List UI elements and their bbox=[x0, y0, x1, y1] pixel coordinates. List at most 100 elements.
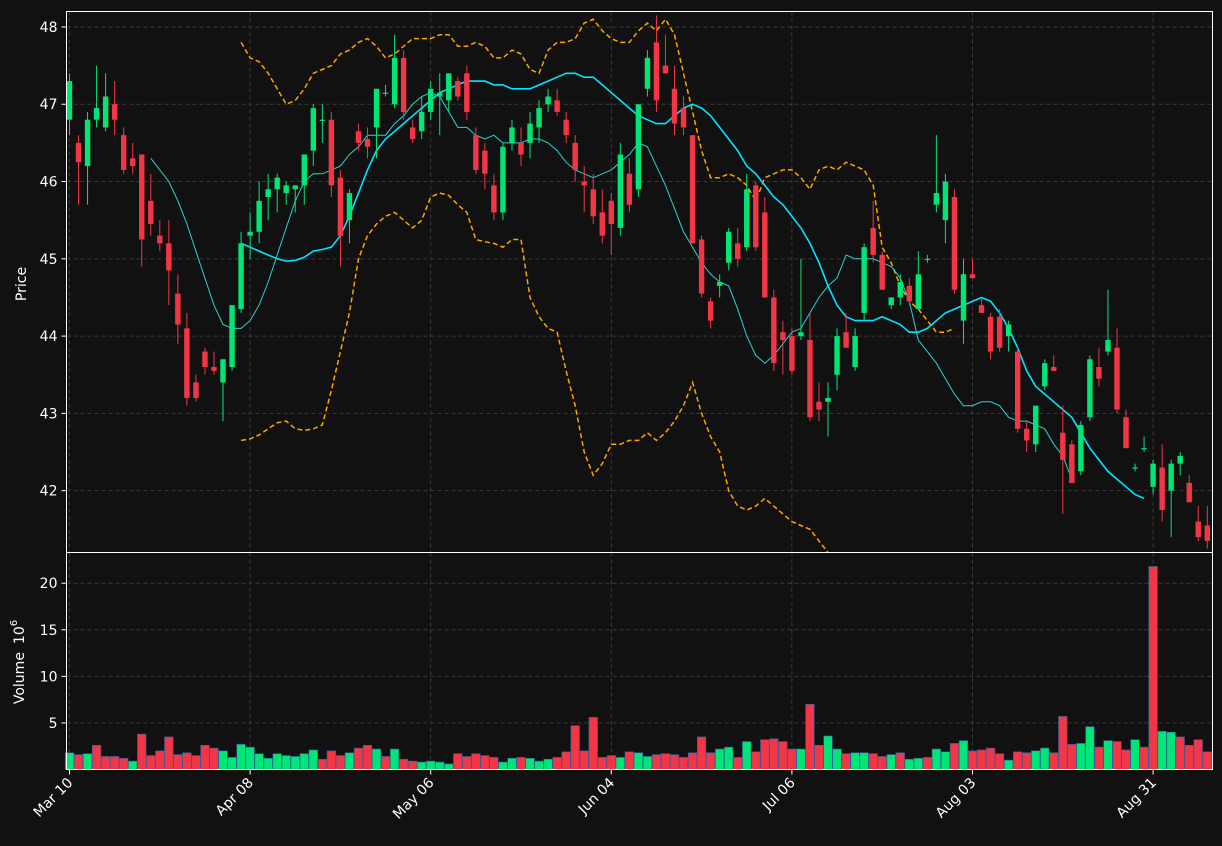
volume-bar bbox=[660, 753, 671, 770]
candle-body bbox=[75, 142, 82, 163]
volume-bar bbox=[146, 755, 156, 770]
volume-bar bbox=[642, 756, 653, 770]
volume-bar bbox=[823, 735, 833, 770]
volume-bar bbox=[913, 758, 923, 770]
candle-body bbox=[671, 88, 678, 124]
candle-body bbox=[554, 100, 560, 112]
candle-body bbox=[409, 127, 416, 140]
volume-bar bbox=[308, 749, 318, 770]
volume-bar bbox=[949, 743, 960, 770]
candle-body bbox=[102, 96, 109, 128]
candle-body bbox=[852, 336, 858, 368]
volume-bar bbox=[182, 752, 192, 770]
candle-body bbox=[238, 243, 244, 310]
candle-body bbox=[843, 332, 849, 348]
candle-body bbox=[1132, 467, 1138, 469]
price-y-axis: 42 43 44 45 46 47 48 bbox=[40, 20, 67, 500]
volume-label-power: 6 bbox=[9, 620, 20, 626]
volume-bar bbox=[1004, 759, 1014, 770]
volume-panel-frame bbox=[66, 552, 1213, 770]
candle-body bbox=[888, 297, 894, 306]
candle-body bbox=[166, 243, 172, 271]
volume-bar bbox=[191, 755, 201, 770]
candle-body bbox=[482, 150, 488, 174]
candle-body bbox=[996, 316, 1003, 348]
volume-bar bbox=[525, 758, 535, 770]
volume-bar bbox=[1112, 741, 1122, 770]
volume-bar bbox=[1040, 747, 1050, 770]
volume-bar bbox=[805, 704, 815, 770]
price-tick-label: 47 bbox=[40, 97, 58, 113]
volume-bar bbox=[1121, 749, 1131, 770]
candle-body bbox=[725, 231, 732, 263]
volume-bar bbox=[1157, 731, 1167, 770]
candle-body bbox=[518, 142, 524, 155]
candlesticks bbox=[66, 15, 1210, 549]
volume-bar bbox=[1022, 752, 1032, 770]
volume-bar bbox=[299, 753, 309, 770]
candle-body bbox=[193, 382, 199, 398]
candle-body bbox=[283, 185, 289, 194]
volume-bar bbox=[1148, 566, 1158, 770]
volume-bar bbox=[254, 753, 264, 770]
candle-body bbox=[229, 305, 235, 368]
price-panel: 42 43 44 45 46 47 48 Price bbox=[14, 11, 1213, 553]
volume-gridlines bbox=[66, 552, 1213, 770]
candle-body bbox=[428, 88, 434, 112]
volume-bar bbox=[218, 750, 228, 770]
volume-bar bbox=[931, 748, 941, 770]
candle-body bbox=[1186, 482, 1192, 503]
volume-bar bbox=[245, 746, 255, 770]
volume-bar bbox=[633, 752, 643, 770]
volume-bar bbox=[290, 756, 300, 770]
volume-bar bbox=[417, 761, 427, 770]
candle-body bbox=[301, 154, 307, 186]
candle-body bbox=[527, 123, 533, 143]
candle-body bbox=[1123, 417, 1129, 449]
volume-bar bbox=[236, 744, 246, 770]
candle-body bbox=[1159, 467, 1165, 510]
volume-bar bbox=[832, 748, 842, 770]
candle-body bbox=[870, 227, 876, 255]
volume-bar bbox=[444, 763, 454, 770]
volume-bar bbox=[976, 749, 987, 770]
candle-body bbox=[111, 104, 118, 120]
volume-bar bbox=[435, 761, 445, 770]
candle-body bbox=[130, 158, 136, 167]
volume-bar bbox=[263, 758, 273, 770]
price-tick-label: 43 bbox=[40, 406, 58, 422]
candle-body bbox=[1168, 463, 1174, 491]
volume-bar bbox=[886, 754, 896, 770]
volume-bar bbox=[119, 758, 129, 770]
candle-body bbox=[373, 88, 380, 128]
candle-body bbox=[861, 247, 867, 313]
volume-bar bbox=[408, 760, 418, 770]
volume-bar bbox=[534, 760, 544, 770]
volume-bar bbox=[1193, 739, 1203, 770]
candle-body bbox=[735, 243, 741, 259]
candle-body bbox=[987, 316, 994, 352]
candle-body bbox=[798, 332, 804, 337]
volume-bar bbox=[706, 752, 716, 770]
candle-body bbox=[1150, 463, 1156, 487]
volume-bar bbox=[958, 740, 969, 770]
candle-body bbox=[635, 104, 642, 190]
volume-bar bbox=[353, 747, 364, 770]
candle-body bbox=[418, 111, 425, 132]
volume-bar bbox=[877, 756, 887, 770]
candle-body bbox=[247, 231, 253, 236]
bollinger-bands bbox=[240, 17, 955, 553]
volume-bar bbox=[1031, 750, 1041, 770]
volume-bar bbox=[137, 733, 147, 770]
candle-body bbox=[581, 181, 587, 186]
volume-tick-label: 20 bbox=[40, 576, 58, 592]
candle-body bbox=[1195, 521, 1201, 538]
candle-body bbox=[1105, 339, 1111, 352]
volume-bars bbox=[64, 566, 1212, 770]
volume-bar bbox=[281, 755, 291, 770]
volume-tick-label: 10 bbox=[40, 669, 58, 685]
volume-tick-label: 15 bbox=[40, 623, 58, 639]
candle-body bbox=[933, 193, 940, 205]
candle-body bbox=[1060, 432, 1066, 460]
